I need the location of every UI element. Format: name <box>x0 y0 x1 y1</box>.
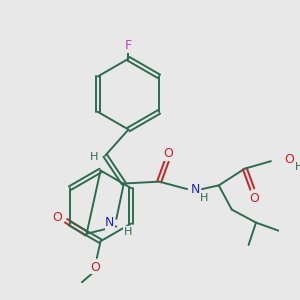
Text: O: O <box>90 261 100 274</box>
Text: O: O <box>284 153 294 166</box>
Text: H: H <box>295 162 300 172</box>
Text: H: H <box>90 152 98 162</box>
Text: O: O <box>164 147 173 160</box>
Text: O: O <box>52 211 62 224</box>
Text: O: O <box>249 192 259 205</box>
Text: H: H <box>124 227 132 237</box>
Text: H: H <box>200 194 208 203</box>
Text: N: N <box>191 183 200 196</box>
Text: F: F <box>125 39 132 52</box>
Text: N: N <box>105 216 115 229</box>
